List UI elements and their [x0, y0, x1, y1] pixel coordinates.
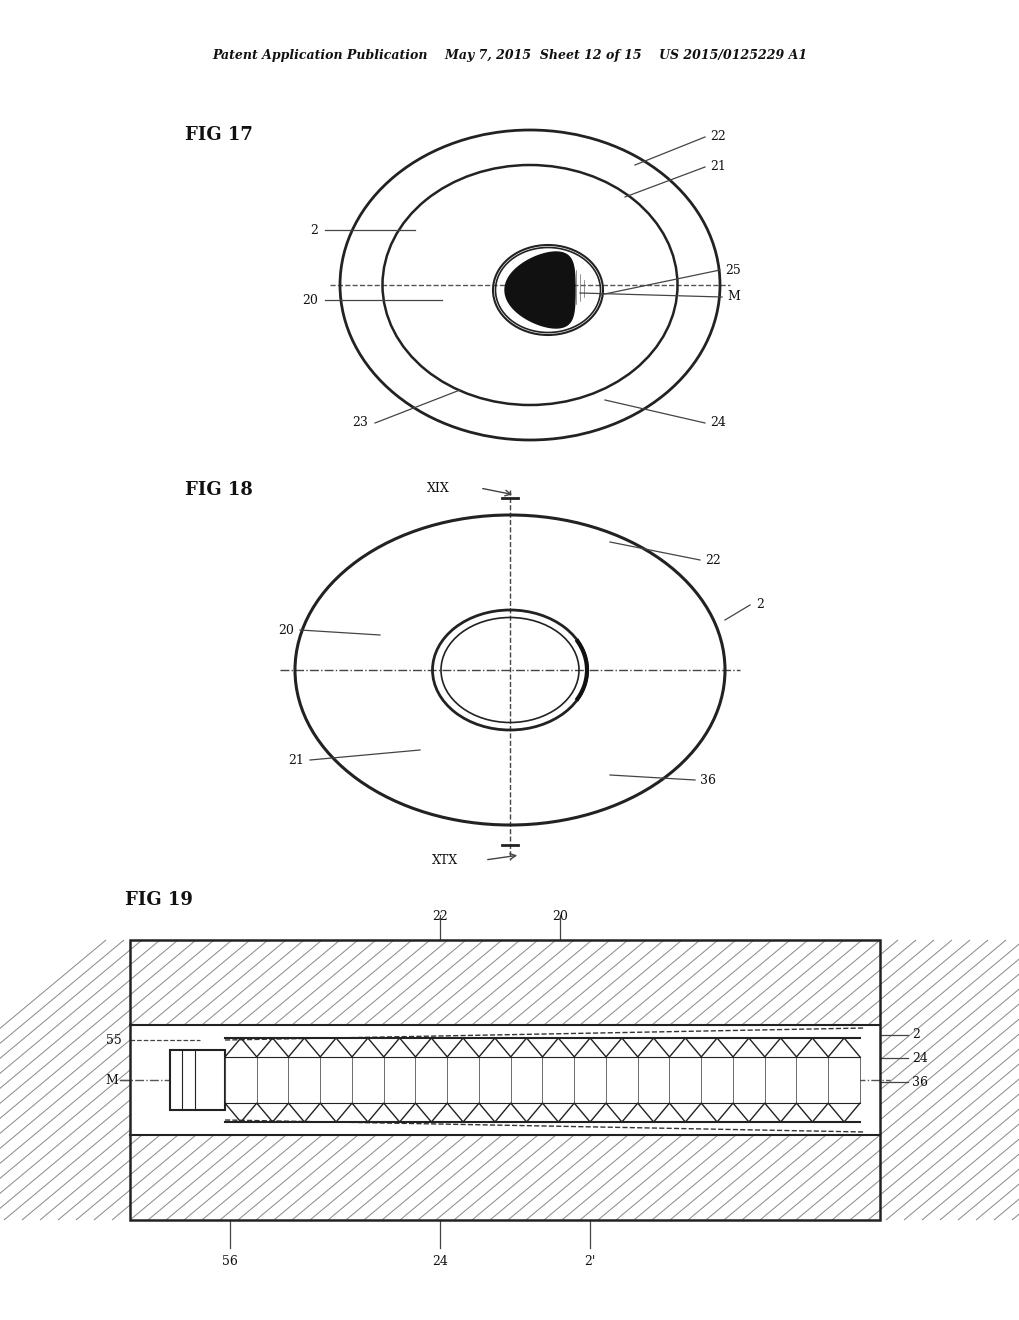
Text: 25: 25	[725, 264, 740, 276]
Text: FIG 18: FIG 18	[184, 480, 253, 499]
Text: 22: 22	[432, 909, 447, 923]
Text: 22: 22	[704, 553, 720, 566]
Bar	[170, 1049, 225, 1110]
Polygon shape	[504, 252, 575, 327]
Text: 36: 36	[699, 774, 715, 787]
Text: 2': 2'	[584, 1255, 595, 1269]
Text: FIG 17: FIG 17	[184, 125, 253, 144]
Text: 22: 22	[709, 131, 726, 144]
Text: XTX: XTX	[431, 854, 458, 866]
Bar	[129, 940, 879, 1220]
Text: M: M	[105, 1073, 118, 1086]
Text: 20: 20	[551, 909, 568, 923]
Text: XIX: XIX	[426, 482, 449, 495]
Bar	[225, 1038, 859, 1122]
Text: M: M	[727, 290, 739, 304]
Text: 56: 56	[222, 1255, 237, 1269]
Text: 24: 24	[709, 417, 726, 429]
Text: 20: 20	[302, 293, 318, 306]
Text: FIG 19: FIG 19	[125, 891, 193, 909]
Text: 24: 24	[432, 1255, 447, 1269]
Text: 2: 2	[755, 598, 763, 611]
Text: Patent Application Publication    May 7, 2015  Sheet 12 of 15    US 2015/0125229: Patent Application Publication May 7, 20…	[212, 49, 807, 62]
Text: 21: 21	[709, 161, 726, 173]
Text: 2: 2	[911, 1028, 919, 1041]
Bar	[129, 1026, 879, 1135]
Text: 20: 20	[278, 623, 293, 636]
Text: 55: 55	[106, 1034, 122, 1047]
Text: 36: 36	[911, 1076, 927, 1089]
Text: 24: 24	[911, 1052, 927, 1064]
Text: 23: 23	[352, 417, 368, 429]
Text: 2: 2	[310, 223, 318, 236]
Text: 21: 21	[287, 754, 304, 767]
